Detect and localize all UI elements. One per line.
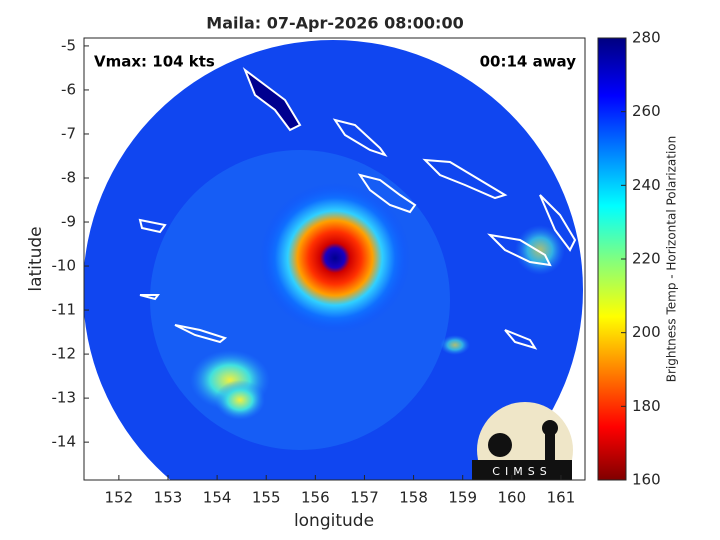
- x-tick-label: 159: [448, 489, 477, 507]
- y-axis-label: latitude: [26, 226, 46, 291]
- annotation: Vmax: 104 kts: [94, 53, 215, 71]
- x-tick-label: 160: [497, 489, 526, 507]
- colorbar-tick-label: 160: [632, 471, 661, 489]
- x-tick-label: 153: [154, 489, 183, 507]
- x-tick-label: 158: [399, 489, 428, 507]
- y-tick-label: -11: [52, 301, 77, 319]
- cimss-logo: CIMSS: [472, 402, 573, 480]
- storm-core: [260, 183, 410, 333]
- y-tick-label: -8: [61, 168, 76, 186]
- logo-text: CIMSS: [492, 465, 551, 478]
- y-tick-label: -10: [52, 257, 77, 275]
- colorbar-tick-label: 260: [632, 102, 661, 120]
- y-tick-label: -9: [61, 213, 76, 231]
- convection: [440, 335, 470, 355]
- colorbar-tick-label: 240: [632, 176, 661, 194]
- x-tick-label: 152: [105, 489, 134, 507]
- coastlines: [84, 39, 577, 350]
- colorbar-label: Brightness Temp - Horizontal Polarizatio…: [665, 136, 679, 383]
- x-tick-label: 157: [350, 489, 379, 507]
- convection: [515, 225, 565, 275]
- x-tick-label: 155: [252, 489, 281, 507]
- x-tick-label: 156: [301, 489, 330, 507]
- y-tick-label: -14: [52, 433, 77, 451]
- x-axis-label: longitude: [294, 511, 374, 531]
- y-tick-label: -12: [52, 345, 77, 363]
- satellite-image: CIMSS: [84, 39, 583, 480]
- colorbar-tick-label: 280: [632, 29, 661, 47]
- convection: [215, 380, 265, 420]
- y-tick-label: -7: [61, 124, 76, 142]
- colorbar-tick-label: 180: [632, 397, 661, 415]
- y-tick-label: -6: [61, 80, 76, 98]
- colorbar-tick-label: 200: [632, 323, 661, 341]
- chart-title: Maila: 07-Apr-2026 08:00:00: [206, 14, 463, 33]
- x-tick-label: 161: [547, 489, 576, 507]
- colorbar-tick-label: 220: [632, 250, 661, 268]
- axes-box: [83, 37, 586, 481]
- y-tick-label: -5: [61, 36, 76, 54]
- y-tick-label: -13: [52, 389, 77, 407]
- annotation: 00:14 away: [480, 53, 577, 71]
- x-tick-label: 154: [203, 489, 232, 507]
